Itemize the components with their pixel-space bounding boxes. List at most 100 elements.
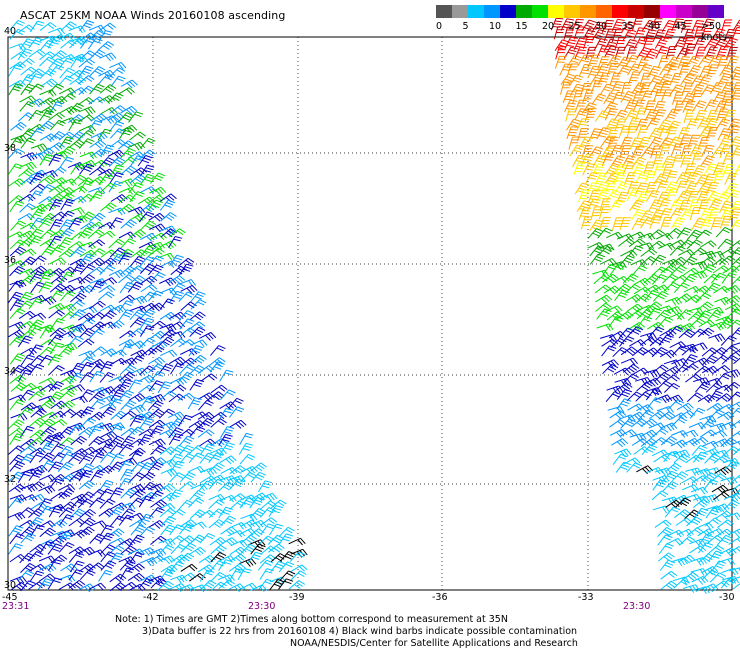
wind-barb <box>149 330 167 340</box>
wind-barb <box>596 127 611 140</box>
wind-barb <box>566 126 579 140</box>
wind-barb <box>20 152 38 162</box>
wind-barb <box>8 543 23 555</box>
wind-barb <box>128 213 146 223</box>
wind-barb <box>20 137 36 149</box>
wind-barb <box>608 316 624 328</box>
wind-barb <box>628 245 644 257</box>
wind-barb <box>637 56 650 69</box>
wind-barb <box>717 411 735 421</box>
wind-barb <box>109 172 124 184</box>
wind-barb <box>108 269 126 279</box>
wind-barb <box>718 135 733 148</box>
wind-barb <box>160 458 178 468</box>
wind-barb <box>179 364 196 375</box>
wind-barb <box>158 544 175 555</box>
wind-barb <box>148 380 164 392</box>
wind-barb <box>637 136 651 150</box>
wind-barb <box>618 125 631 139</box>
wind-barb <box>658 552 675 562</box>
wind-barb <box>732 447 740 456</box>
wind-barb <box>696 301 714 311</box>
wind-barb <box>731 145 740 158</box>
wind-barb <box>631 91 644 105</box>
wind-barb <box>686 392 704 402</box>
wind-barb <box>58 531 74 544</box>
wind-barb <box>180 284 198 294</box>
wind-barb <box>9 28 25 40</box>
wind-barb <box>89 49 106 60</box>
wind-barb <box>605 305 623 313</box>
wind-barb <box>208 357 226 366</box>
wind-barb <box>39 563 57 573</box>
wind-barb <box>685 294 702 304</box>
wind-barb <box>9 575 27 585</box>
wind-barb <box>729 219 740 231</box>
wind-barb <box>59 408 77 418</box>
wind-barb <box>90 453 105 465</box>
wind-barb <box>9 364 26 376</box>
wind-barb <box>268 543 285 553</box>
wind-barb <box>129 415 145 427</box>
wind-barb <box>622 29 637 42</box>
wind-barb <box>590 80 603 94</box>
wind-barb <box>58 426 75 437</box>
lat-label-38: 38 <box>4 143 17 154</box>
wind-barb <box>48 153 63 166</box>
wind-barb <box>730 327 740 338</box>
wind-barb <box>39 296 57 306</box>
wind-barb <box>610 81 624 94</box>
wind-barb <box>178 263 194 276</box>
wind-barb <box>587 228 604 239</box>
wind-barb <box>68 139 85 149</box>
wind-barb <box>138 462 154 473</box>
wind-barb <box>78 58 96 68</box>
wind-barb <box>649 336 667 347</box>
wind-barb <box>47 267 65 277</box>
wind-barb <box>78 350 96 360</box>
wind-barb <box>724 303 740 313</box>
wind-barb <box>68 207 86 215</box>
wind-barb <box>669 239 687 248</box>
wind-barb <box>199 467 218 477</box>
wind-barb <box>696 310 712 322</box>
wind-barb <box>707 528 725 536</box>
wind-barb <box>727 391 740 402</box>
wind-barb <box>38 505 55 517</box>
wind-barb <box>652 273 668 285</box>
wind-barb <box>20 438 38 448</box>
wind-barb <box>218 481 235 492</box>
wind-barb <box>128 426 145 437</box>
wind-barb <box>30 265 48 275</box>
wind-barb <box>108 304 127 314</box>
wind-barb <box>703 38 719 50</box>
wind-barb <box>48 83 65 94</box>
wind-barb <box>189 490 205 501</box>
wind-barb <box>643 100 656 114</box>
wind-barb <box>660 264 678 274</box>
wind-barb <box>576 118 590 131</box>
wind-barb <box>660 435 678 446</box>
wind-barb <box>692 451 708 463</box>
wind-barb <box>140 456 158 464</box>
wind-barb <box>560 73 576 85</box>
wind-barb <box>219 369 234 382</box>
wind-barb <box>643 29 657 42</box>
wind-barb <box>560 18 575 31</box>
wind-barb <box>100 107 118 115</box>
wind-barb <box>732 19 740 32</box>
wind-barb <box>28 98 46 108</box>
wind-barb <box>630 208 646 221</box>
wind-barb <box>188 497 205 508</box>
wind-barb <box>78 130 95 140</box>
wind-barb <box>119 560 136 571</box>
wind-barb <box>720 81 735 94</box>
wind-barb <box>219 475 237 484</box>
wind-barb <box>147 483 166 493</box>
wind-barb <box>117 140 135 150</box>
wind-barb <box>8 321 26 331</box>
wind-barb <box>70 323 88 333</box>
wind-barb <box>139 574 158 584</box>
wind-barb <box>98 488 114 500</box>
scale-swatch <box>500 5 516 18</box>
